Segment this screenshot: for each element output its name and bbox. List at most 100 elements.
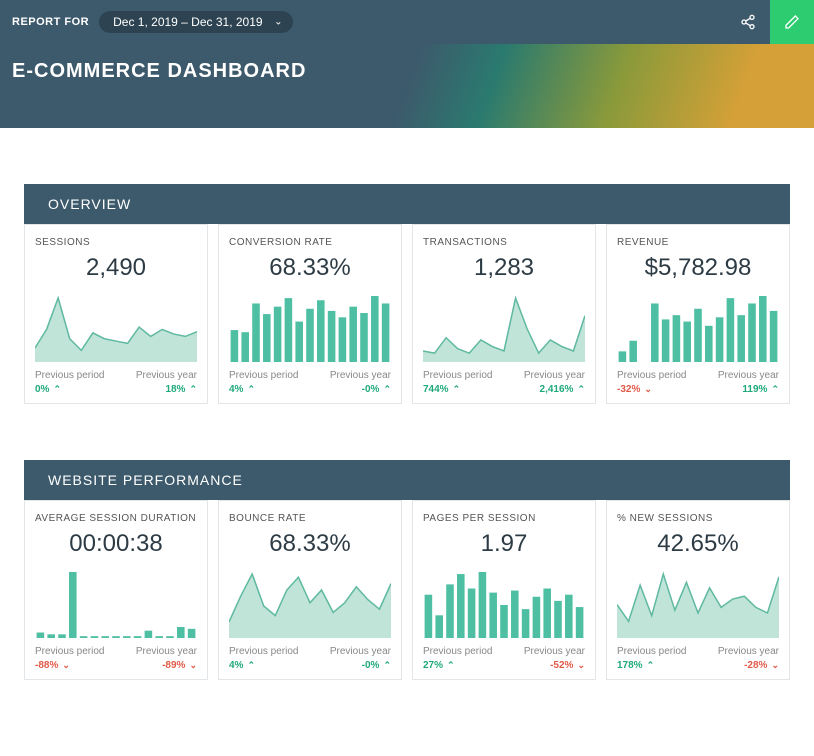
metric-card[interactable]: PAGES PER SESSION 1.97 Previous period 2… — [412, 500, 596, 680]
metric-value: 68.33% — [229, 530, 391, 558]
metric-value: 68.33% — [229, 254, 391, 282]
previous-period-label: Previous period — [423, 370, 492, 381]
previous-period-label: Previous period — [35, 646, 104, 657]
chevron-down-icon: ⌄ — [274, 17, 282, 28]
card-footer: Previous period 744%⌃ Previous year 2,41… — [423, 370, 585, 395]
previous-period-col: Previous period 4%⌃ — [229, 646, 298, 671]
caret-up-icon: ⌃ — [647, 660, 655, 671]
comparison-stat: 744%⌃ — [423, 384, 492, 395]
previous-year-label: Previous year — [136, 646, 197, 657]
comparison-stat: 4%⌃ — [229, 384, 298, 395]
caret-up-icon: ⌃ — [577, 384, 585, 395]
card-footer: Previous period -32%⌄ Previous year 119%… — [617, 370, 779, 395]
previous-period-label: Previous period — [617, 370, 686, 381]
previous-year-label: Previous year — [718, 370, 779, 381]
metric-card[interactable]: CONVERSION RATE 68.33% Previous period 4… — [218, 224, 402, 404]
previous-year-col: Previous year -28%⌄ — [718, 646, 779, 671]
comparison-stat: -89%⌄ — [162, 660, 197, 671]
sparkline-chart — [35, 292, 197, 362]
previous-period-col: Previous period 27%⌃ — [423, 646, 492, 671]
previous-period-label: Previous period — [229, 370, 298, 381]
metric-card[interactable]: BOUNCE RATE 68.33% Previous period 4%⌃ P… — [218, 500, 402, 680]
previous-year-col: Previous year -52%⌄ — [524, 646, 585, 671]
topbar: REPORT FOR Dec 1, 2019 – Dec 31, 2019 ⌄ — [0, 0, 814, 44]
section-header: WEBSITE PERFORMANCE — [24, 460, 790, 500]
metric-title: SESSIONS — [35, 237, 197, 248]
comparison-stat: -0%⌃ — [362, 384, 391, 395]
comparison-stat: -52%⌄ — [550, 660, 585, 671]
caret-down-icon: ⌄ — [771, 660, 779, 671]
metric-card[interactable]: TRANSACTIONS 1,283 Previous period 744%⌃… — [412, 224, 596, 404]
caret-down-icon: ⌄ — [644, 384, 652, 395]
share-button[interactable] — [726, 0, 770, 44]
metric-title: PAGES PER SESSION — [423, 513, 585, 524]
comparison-stat: 119%⌃ — [742, 384, 779, 395]
comparison-stat: -28%⌄ — [744, 660, 779, 671]
metric-card[interactable]: % NEW SESSIONS 42.65% Previous period 17… — [606, 500, 790, 680]
caret-up-icon: ⌃ — [53, 384, 61, 395]
card-footer: Previous period 27%⌃ Previous year -52%⌄ — [423, 646, 585, 671]
caret-up-icon: ⌃ — [447, 660, 455, 671]
caret-down-icon: ⌄ — [577, 660, 585, 671]
section-header: OVERVIEW — [24, 184, 790, 224]
comparison-stat: 18%⌃ — [165, 384, 197, 395]
metric-value: 00:00:38 — [35, 530, 197, 558]
sparkline-chart — [617, 292, 779, 362]
sparkline-chart — [423, 292, 585, 362]
previous-period-col: Previous period 0%⌃ — [35, 370, 104, 395]
metric-card[interactable]: REVENUE $5,782.98 Previous period -32%⌄ … — [606, 224, 790, 404]
metric-value: $5,782.98 — [617, 254, 779, 282]
card-footer: Previous period -88%⌄ Previous year -89%… — [35, 646, 197, 671]
caret-up-icon: ⌃ — [771, 384, 779, 395]
comparison-stat: 178%⌃ — [617, 660, 686, 671]
previous-period-col: Previous period 178%⌃ — [617, 646, 686, 671]
previous-period-label: Previous period — [617, 646, 686, 657]
metric-title: TRANSACTIONS — [423, 237, 585, 248]
previous-period-col: Previous period 4%⌃ — [229, 370, 298, 395]
comparison-stat: -32%⌄ — [617, 384, 686, 395]
metric-title: % NEW SESSIONS — [617, 513, 779, 524]
previous-year-label: Previous year — [524, 646, 585, 657]
metric-title: CONVERSION RATE — [229, 237, 391, 248]
caret-down-icon: ⌄ — [62, 660, 70, 671]
previous-period-label: Previous period — [423, 646, 492, 657]
previous-period-col: Previous period -88%⌄ — [35, 646, 104, 671]
caret-up-icon: ⌃ — [383, 660, 391, 671]
metric-value: 42.65% — [617, 530, 779, 558]
sparkline-chart — [35, 568, 197, 638]
previous-year-label: Previous year — [330, 370, 391, 381]
date-range-selector[interactable]: Dec 1, 2019 – Dec 31, 2019 ⌄ — [99, 11, 292, 33]
report-for-label: REPORT FOR — [12, 16, 89, 28]
previous-year-col: Previous year 18%⌃ — [136, 370, 197, 395]
card-footer: Previous period 4%⌃ Previous year -0%⌃ — [229, 646, 391, 671]
metric-card[interactable]: AVERAGE SESSION DURATION 00:00:38 Previo… — [24, 500, 208, 680]
card-footer: Previous period 178%⌃ Previous year -28%… — [617, 646, 779, 671]
page-title: E-COMMERCE DASHBOARD — [12, 60, 306, 83]
caret-up-icon: ⌃ — [247, 384, 255, 395]
card-footer: Previous period 4%⌃ Previous year -0%⌃ — [229, 370, 391, 395]
card-grid: AVERAGE SESSION DURATION 00:00:38 Previo… — [24, 500, 790, 680]
edit-button[interactable] — [770, 0, 814, 44]
metric-title: BOUNCE RATE — [229, 513, 391, 524]
caret-down-icon: ⌄ — [189, 660, 197, 671]
previous-year-col: Previous year 2,416%⌃ — [524, 370, 585, 395]
comparison-stat: 0%⌃ — [35, 384, 104, 395]
pencil-icon — [784, 14, 800, 30]
comparison-stat: 2,416%⌃ — [540, 384, 585, 395]
metric-value: 1.97 — [423, 530, 585, 558]
previous-period-col: Previous period 744%⌃ — [423, 370, 492, 395]
date-range-text: Dec 1, 2019 – Dec 31, 2019 — [113, 15, 262, 29]
comparison-stat: 27%⌃ — [423, 660, 492, 671]
previous-period-label: Previous period — [35, 370, 104, 381]
comparison-stat: 4%⌃ — [229, 660, 298, 671]
sparkline-chart — [229, 292, 391, 362]
previous-period-label: Previous period — [229, 646, 298, 657]
previous-year-label: Previous year — [136, 370, 197, 381]
metric-title: REVENUE — [617, 237, 779, 248]
caret-up-icon: ⌃ — [383, 384, 391, 395]
metric-card[interactable]: SESSIONS 2,490 Previous period 0%⌃ Previ… — [24, 224, 208, 404]
caret-up-icon: ⌃ — [247, 660, 255, 671]
sparkline-chart — [423, 568, 585, 638]
previous-year-label: Previous year — [330, 646, 391, 657]
card-footer: Previous period 0%⌃ Previous year 18%⌃ — [35, 370, 197, 395]
